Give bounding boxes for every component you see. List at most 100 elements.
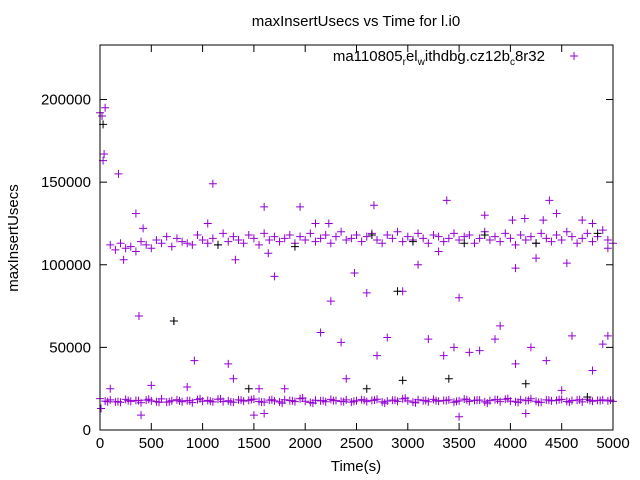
y-axis: 0 50000 100000 150000 200000 [41,92,613,439]
data-point [239,239,248,248]
legend-label-part: c [510,57,515,68]
data-point [542,234,551,243]
x-tick-label: 0 [96,435,104,452]
data-point-outlier [520,214,529,223]
data-point-outlier [296,202,305,211]
data-point [342,235,351,244]
legend-label-part: ithdbg.cz12b [425,48,510,65]
data-point-outlier [224,359,233,368]
data-point [485,235,494,244]
y-axis-label: maxInsertUsecs [5,184,22,292]
data-point [321,231,330,240]
data-point [311,237,320,246]
x-tick-label: 5000 [596,435,629,452]
data-point [401,394,410,403]
data-point [567,232,576,241]
data-point [319,396,328,405]
data-point [398,237,407,246]
data-point [575,395,584,404]
data-point-outlier [511,359,520,368]
data-point [137,237,146,246]
data-point [206,397,215,406]
data-point-outlier [97,404,106,413]
data-point [388,234,397,243]
legend-label: ma110805relwithdbg.cz12bc8r32 [333,48,545,68]
data-point-outlier [439,351,448,360]
data-point [172,234,181,243]
data-point [329,396,338,405]
data-point [280,234,289,243]
data-point-secondary [213,240,222,249]
data-point [524,396,533,405]
data-point [349,397,358,406]
data-point-outlier [190,356,199,365]
legend: ma110805relwithdbg.cz12bc8r32 [333,48,578,68]
data-point-outlier [539,216,548,225]
data-point [503,394,512,403]
data-point-outlier [557,386,566,395]
data-point [106,240,115,249]
data-point [162,232,171,241]
data-point [198,235,207,244]
data-point [352,231,361,240]
data-points [96,103,617,421]
data-point [419,234,428,243]
data-point [501,229,510,238]
data-point [224,237,233,246]
data-point [121,244,130,253]
data-point-outlier [119,255,128,264]
data-point-outlier [255,384,264,393]
data-point-secondary [244,384,253,393]
data-point-outlier [326,297,335,306]
data-point [455,235,464,244]
legend-label-part: el [406,48,418,65]
data-point [511,240,520,249]
chart-title: maxInsertUsecs vs Time for l.i0 [252,13,460,30]
data-point [337,227,346,236]
data-point [113,397,122,406]
data-point [424,239,433,248]
y-tick-label: 0 [83,422,91,439]
data-point [465,231,474,240]
data-point-outlier [442,196,451,205]
legend-marker-plus [570,52,578,60]
data-point-outlier [280,384,289,393]
data-point-outlier [260,409,269,418]
legend-marker [570,52,578,60]
data-point [154,398,163,407]
data-point [301,235,310,244]
data-point [534,398,543,407]
data-point [260,229,269,238]
data-point-secondary [460,239,469,248]
data-point [442,396,451,405]
data-point-outlier [260,202,269,211]
data-point-outlier [562,259,571,268]
data-point-outlier [100,150,109,159]
data-point-outlier [521,409,530,418]
data-point [357,237,366,246]
data-point-secondary [532,239,541,248]
data-point [514,398,523,407]
data-point [362,232,371,241]
data-point [393,227,402,236]
data-point-outlier [147,381,156,390]
data-point-secondary [444,374,453,383]
data-point [188,240,197,249]
data-point [124,396,133,405]
data-point-outlier [106,384,115,393]
data-point [196,394,205,403]
data-point [185,396,194,405]
data-point [378,239,387,248]
data-point [167,242,176,251]
data-point [103,397,112,406]
data-point [347,234,356,243]
data-point [473,396,482,405]
data-point [444,234,453,243]
y-tick-label: 100000 [41,257,91,274]
data-point [131,247,140,256]
data-point [432,396,441,405]
data-point [370,396,379,405]
data-point-outlier [588,366,597,375]
data-point-outlier [542,356,551,365]
data-point-outlier [532,254,541,263]
